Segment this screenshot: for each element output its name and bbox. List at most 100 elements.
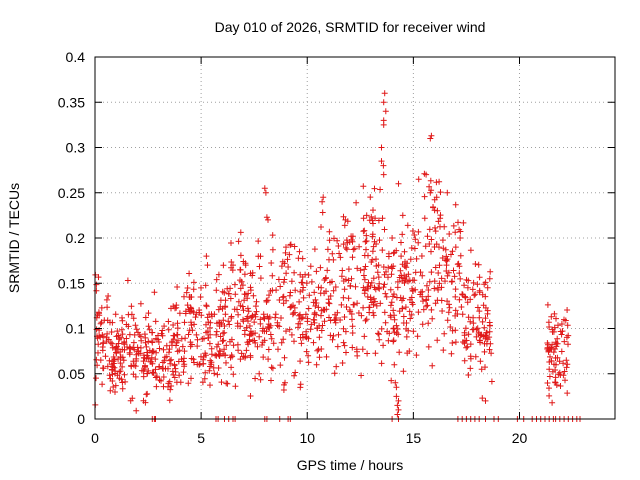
data-point bbox=[160, 374, 167, 380]
data-point bbox=[413, 255, 420, 262]
data-point bbox=[220, 337, 227, 344]
data-point bbox=[550, 349, 557, 356]
data-point bbox=[118, 376, 125, 383]
data-point bbox=[283, 328, 289, 335]
data-point bbox=[399, 305, 406, 312]
data-point bbox=[451, 273, 458, 280]
data-point bbox=[406, 348, 413, 355]
data-point bbox=[348, 233, 355, 240]
data-point bbox=[287, 304, 294, 311]
data-point bbox=[107, 339, 114, 346]
data-point bbox=[204, 314, 211, 321]
data-point bbox=[249, 312, 256, 319]
data-point bbox=[370, 301, 377, 308]
data-point bbox=[454, 261, 461, 268]
data-point bbox=[558, 331, 565, 338]
data-point bbox=[117, 368, 124, 375]
data-point bbox=[261, 337, 268, 344]
data-point bbox=[112, 382, 119, 389]
y-axis-label: SRMTID / TECUs bbox=[6, 183, 22, 293]
data-point bbox=[458, 304, 465, 310]
data-point bbox=[256, 333, 263, 340]
data-point bbox=[152, 318, 159, 325]
data-point bbox=[391, 291, 397, 298]
data-point bbox=[140, 373, 147, 380]
data-point bbox=[204, 328, 211, 335]
x-tick-label: 5 bbox=[197, 430, 205, 446]
data-point bbox=[316, 334, 323, 341]
data-point bbox=[269, 232, 276, 239]
data-point bbox=[376, 336, 383, 343]
data-point bbox=[207, 324, 213, 331]
data-point bbox=[171, 332, 178, 339]
data-point bbox=[269, 287, 276, 294]
data-point bbox=[299, 287, 306, 294]
data-point bbox=[441, 330, 448, 337]
data-point bbox=[398, 239, 404, 246]
data-point bbox=[283, 270, 290, 277]
data-point bbox=[186, 327, 193, 334]
data-point bbox=[431, 285, 438, 292]
data-point bbox=[167, 360, 174, 367]
data-point bbox=[263, 298, 270, 305]
data-point bbox=[470, 314, 477, 321]
data-point bbox=[440, 347, 447, 354]
data-point bbox=[228, 240, 234, 246]
data-point bbox=[462, 325, 469, 332]
data-point bbox=[467, 341, 474, 348]
data-point bbox=[114, 328, 121, 335]
data-point bbox=[308, 321, 315, 328]
data-point bbox=[411, 277, 418, 284]
data-point bbox=[296, 248, 303, 255]
data-point bbox=[277, 283, 284, 290]
data-point bbox=[338, 301, 345, 308]
data-point bbox=[315, 304, 322, 311]
data-point bbox=[252, 375, 259, 382]
data-point bbox=[377, 300, 384, 307]
data-point bbox=[141, 366, 148, 373]
data-point bbox=[426, 278, 433, 285]
data-point bbox=[256, 370, 263, 377]
data-point bbox=[434, 207, 441, 214]
data-point bbox=[112, 311, 119, 318]
data-point bbox=[556, 369, 563, 376]
data-point bbox=[284, 256, 291, 263]
data-point bbox=[329, 336, 336, 343]
data-point bbox=[375, 330, 381, 337]
data-point bbox=[315, 284, 322, 291]
data-point bbox=[349, 254, 356, 261]
data-point bbox=[213, 287, 220, 294]
data-point bbox=[330, 287, 337, 294]
data-point bbox=[159, 327, 166, 334]
data-point bbox=[471, 292, 478, 299]
data-point bbox=[275, 346, 281, 353]
data-point bbox=[374, 269, 381, 276]
data-point bbox=[470, 320, 477, 327]
data-point bbox=[465, 372, 472, 378]
data-point bbox=[439, 255, 446, 261]
data-point bbox=[281, 276, 288, 283]
data-point bbox=[460, 219, 467, 226]
data-point bbox=[463, 344, 470, 351]
data-point bbox=[156, 364, 162, 370]
data-point bbox=[412, 269, 419, 276]
data-point bbox=[405, 278, 412, 285]
data-point bbox=[244, 339, 251, 346]
data-point bbox=[312, 303, 319, 309]
data-point bbox=[181, 348, 188, 355]
data-point bbox=[409, 301, 416, 308]
data-point bbox=[132, 322, 139, 329]
data-point bbox=[278, 263, 285, 270]
data-point bbox=[335, 243, 342, 249]
data-point bbox=[437, 212, 444, 219]
data-point bbox=[242, 353, 249, 360]
data-point bbox=[329, 250, 336, 257]
data-point bbox=[174, 331, 181, 338]
data-point bbox=[425, 293, 432, 300]
data-point bbox=[452, 307, 459, 314]
data-point bbox=[424, 302, 431, 309]
data-point bbox=[319, 198, 326, 205]
data-point bbox=[320, 194, 327, 201]
data-point bbox=[251, 319, 258, 326]
data-point bbox=[435, 270, 442, 276]
